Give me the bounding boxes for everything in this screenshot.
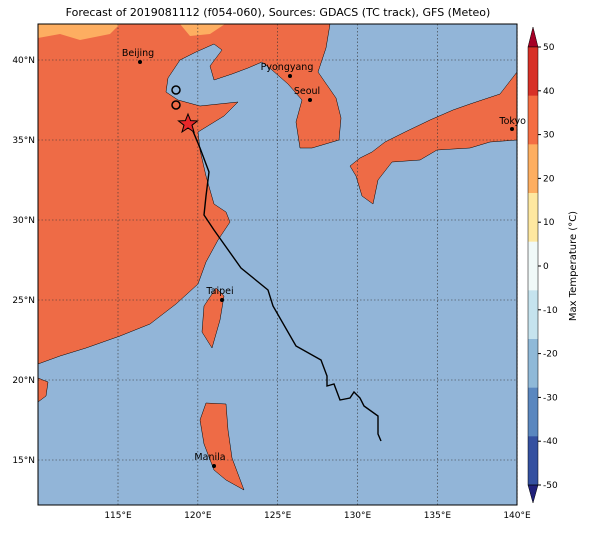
- cool-patch: [38, 24, 225, 40]
- colorbar-extend: [527, 26, 539, 48]
- colorbar-band: [528, 193, 538, 242]
- luzon: [199, 402, 245, 491]
- lat-label: 30°N: [12, 216, 35, 226]
- city-dot: [212, 464, 216, 468]
- colorbar-extend: [527, 484, 539, 504]
- lat-label: 20°N: [12, 376, 35, 386]
- colorbar-tick-label: -10: [543, 306, 558, 316]
- colorbar-band: [528, 290, 538, 340]
- city-dot: [138, 60, 142, 64]
- city-dot: [220, 298, 224, 302]
- city-dot: [288, 74, 292, 78]
- colorbar-band: [528, 95, 538, 145]
- lat-label: 15°N: [12, 456, 35, 466]
- colorbar-tick-label: 10: [543, 218, 555, 228]
- map-frame: [37, 23, 518, 506]
- track-point: [171, 85, 181, 95]
- city-label: Beijing: [122, 48, 154, 59]
- colorbar-tick-label: 40: [543, 87, 555, 97]
- japan: [349, 71, 518, 205]
- colorbar-tick-label: -20: [543, 350, 558, 360]
- colorbar-band: [528, 436, 538, 486]
- colorbar-band: [528, 144, 538, 194]
- map: Beijing Pyongyang Seoul Tokyo Taipei Manila: [37, 23, 526, 506]
- lat-label: 25°N: [12, 296, 35, 306]
- city-label: Tokyo: [498, 116, 526, 127]
- colorbar-tick-label: -50: [543, 481, 558, 491]
- graticule: [38, 24, 518, 505]
- track-point: [171, 100, 181, 110]
- colorbar: 50 40 30 20 10 0 -10 -20 -30 -40 -50: [527, 26, 558, 504]
- colorbar-tick-label: 30: [543, 131, 555, 141]
- current-position: [177, 112, 199, 134]
- colorbar-band: [528, 387, 538, 437]
- cities: Beijing Pyongyang Seoul Tokyo Taipei Manila: [122, 48, 526, 468]
- lat-label: 35°N: [12, 136, 35, 146]
- colorbar-band: [528, 241, 538, 291]
- lon-label: 130°E: [344, 511, 372, 521]
- city-label: Manila: [194, 452, 225, 463]
- colorbar-label: Max Temperature (°C): [568, 211, 579, 321]
- colorbar-tick-label: -30: [543, 393, 558, 403]
- lon-label: 140°E: [503, 511, 531, 521]
- colorbar-tick-label: 50: [543, 43, 555, 53]
- title: Forecast of 2019081112 (f054-060), Sourc…: [66, 6, 491, 19]
- colorbar-tick-label: 0: [543, 262, 549, 272]
- lon-label: 125°E: [264, 511, 292, 521]
- tc-track: [189, 123, 382, 442]
- lat-label: 40°N: [12, 56, 35, 66]
- lon-label: 115°E: [104, 511, 132, 521]
- city-dot: [308, 98, 312, 102]
- city-dot: [510, 127, 514, 131]
- city-label: Taipei: [205, 286, 233, 297]
- mainland: [37, 23, 342, 365]
- lon-label: 120°E: [184, 511, 212, 521]
- lon-label: 135°E: [424, 511, 452, 521]
- city-label: Pyongyang: [261, 62, 314, 73]
- city-label: Seoul: [294, 86, 320, 97]
- colorbar-tick-label: 20: [543, 174, 555, 184]
- colorbar-band: [528, 339, 538, 388]
- colorbar-tick-label: -40: [543, 437, 558, 447]
- colorbar-band: [528, 47, 538, 96]
- taiwan: [201, 287, 225, 349]
